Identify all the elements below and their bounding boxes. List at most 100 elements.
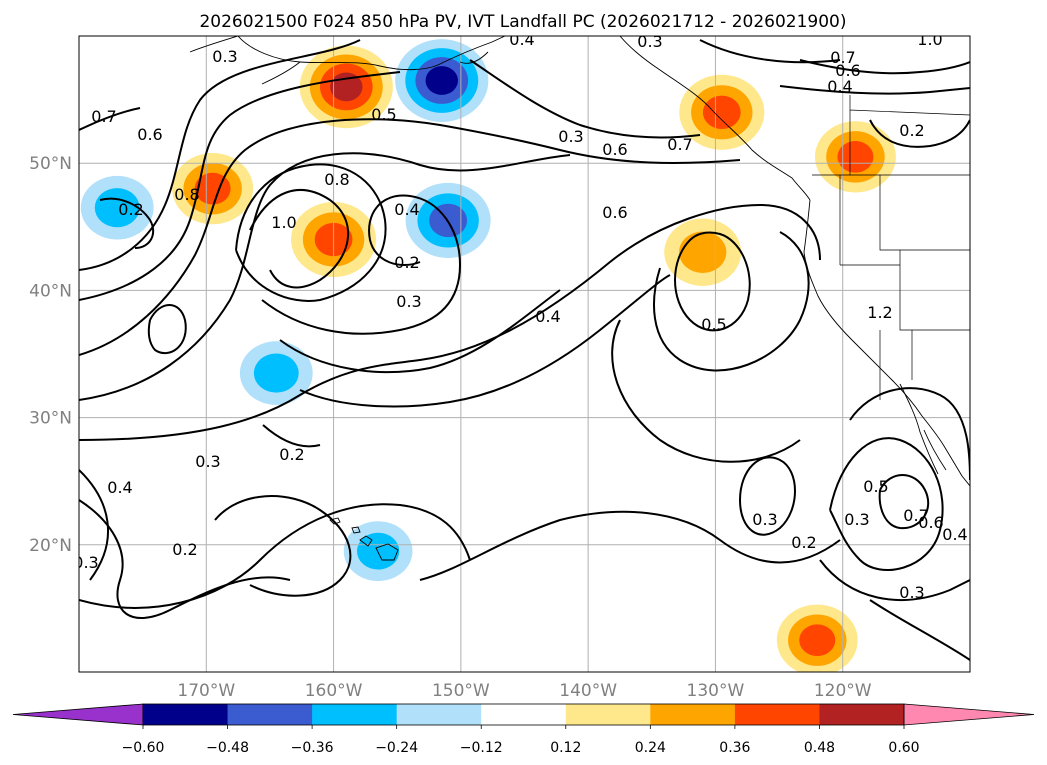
pv-anomaly-blob (814, 121, 896, 193)
colorbar-tick-label: 0.60 (888, 740, 919, 756)
pv-anomaly-blob (776, 604, 858, 672)
contour-label: 0.3 (899, 583, 924, 602)
contour-label: 0.2 (394, 253, 419, 272)
contour-label: 0.2 (118, 200, 143, 219)
lon-tick-label: 150°W (432, 681, 490, 701)
colorbar-tick-label: −0.36 (291, 740, 334, 756)
colorbar-segment (734, 704, 820, 725)
pv-anomaly-blob (395, 39, 489, 122)
contour-label: 0.7 (91, 107, 116, 126)
lon-tick-label: 140°W (559, 681, 617, 701)
pv-anomaly-blob (679, 74, 765, 150)
pv-fill-level (799, 624, 836, 657)
contour-label: 0.7 (830, 48, 855, 67)
colorbar-segment (819, 704, 905, 725)
pv-fill-level (253, 353, 299, 393)
contour-label: 0.3 (73, 553, 98, 572)
baja-coastline (899, 383, 947, 475)
pv-fill-level (837, 141, 874, 173)
chart-title: 2026021500 F024 850 hPa PV, IVT Landfall… (199, 12, 846, 32)
colorbar-tick-label: 0.36 (719, 740, 750, 756)
contour-label: 0.5 (371, 105, 396, 124)
contour-label: 0.5 (863, 477, 888, 496)
lat-tick-label: 50°N (29, 154, 72, 174)
contour-label: 0.3 (212, 47, 237, 66)
contour-label: 0.4 (535, 307, 560, 326)
contour-label: 0.2 (172, 540, 197, 559)
colorbar-extend-low (12, 703, 144, 726)
colorbar: −0.60 −0.48 −0.36 −0.24 −0.12 0.12 0.24 0.36 0.4… (12, 703, 1035, 756)
lat-tick-label: 20°N (29, 536, 72, 556)
contour-label: 0.7 (667, 135, 692, 154)
colorbar-segment (565, 704, 651, 725)
alaska-peninsula-coastline (189, 36, 301, 85)
contour-label: 0.6 (918, 513, 943, 532)
contour-label: 0.3 (396, 292, 421, 311)
pv-anomaly-blob (299, 45, 393, 129)
contour-labels: 0.30.40.30.60.80.70.60.41.00.70.60.50.30… (73, 30, 968, 602)
colorbar-segment (396, 704, 482, 725)
state-borders (839, 175, 970, 400)
contour-label: 1.0 (271, 213, 296, 232)
pv-anomaly-blob (343, 521, 413, 582)
contour-label: 0.4 (827, 77, 852, 96)
contour-label: 0.3 (558, 127, 583, 146)
colorbar-tick-label: 0.24 (635, 740, 666, 756)
contour-label: 0.2 (791, 533, 816, 552)
longitude-tick-labels: 170°W 160°W 150°W 140°W 130°W 120°W (177, 681, 871, 701)
contour-label: 0.6 (137, 125, 162, 144)
ivt-contours (79, 39, 970, 661)
contour-label: 0.3 (844, 510, 869, 529)
lon-tick-label: 120°W (814, 681, 872, 701)
colorbar-tick-label: 0.48 (804, 740, 835, 756)
contour-label: 0.6 (602, 203, 627, 222)
pv-filled-contours (80, 39, 896, 672)
colorbar-segment (143, 704, 229, 725)
contour-label: 0.4 (509, 30, 534, 49)
contour-label: 1.2 (867, 303, 892, 322)
contour-label: 0.4 (394, 200, 419, 219)
contour-label: 0.4 (942, 525, 967, 544)
contour-label: 0.7 (903, 506, 928, 525)
contour-label: 0.3 (195, 452, 220, 471)
colorbar-segment (312, 704, 398, 725)
contour-label: 0.6 (602, 140, 627, 159)
colorbar-segment (481, 704, 567, 725)
coastlines (189, 36, 970, 561)
contour-label: 0.2 (279, 445, 304, 464)
colorbar-segment (650, 704, 736, 725)
contour-label: 0.5 (701, 315, 726, 334)
lon-tick-label: 130°W (687, 681, 745, 701)
pv-anomaly-blob (239, 341, 313, 405)
contour-label: 0.3 (637, 32, 662, 51)
canada-province-border (849, 95, 970, 175)
colorbar-outline (142, 703, 905, 726)
colorbar-tick-label: −0.24 (375, 740, 418, 756)
colorbar-tick-label: −0.48 (206, 740, 249, 756)
hawaii-coastline (329, 517, 399, 561)
contour-label: 1.0 (917, 30, 942, 49)
contour-label: 0.4 (107, 478, 132, 497)
colorbar-extend-high (903, 703, 1035, 726)
pv-fill-level (425, 66, 458, 95)
contour-label: 0.3 (752, 510, 777, 529)
latitude-tick-labels: 50°N 40°N 30°N 20°N (29, 154, 72, 556)
contour-label: 0.6 (835, 61, 860, 80)
contour-label: 0.2 (899, 121, 924, 140)
pv-fill-level (702, 95, 741, 129)
colorbar-tick-label: 0.12 (550, 740, 581, 756)
map-panel: 0.30.40.30.60.80.70.60.41.00.70.60.50.30… (73, 30, 970, 672)
pv-fill-level (679, 231, 727, 273)
contour-label: 0.8 (324, 170, 349, 189)
lat-tick-label: 30°N (29, 409, 72, 429)
lon-tick-label: 170°W (177, 681, 235, 701)
colorbar-tick-label: −0.60 (122, 740, 165, 756)
bc-coastline (619, 36, 811, 201)
colorbar-tick-label: −0.12 (460, 740, 503, 756)
lon-tick-label: 160°W (305, 681, 363, 701)
map-frame (78, 35, 971, 673)
lat-tick-label: 40°N (29, 281, 72, 301)
alaska-coastline (237, 36, 506, 71)
colorbar-segment (227, 704, 313, 725)
